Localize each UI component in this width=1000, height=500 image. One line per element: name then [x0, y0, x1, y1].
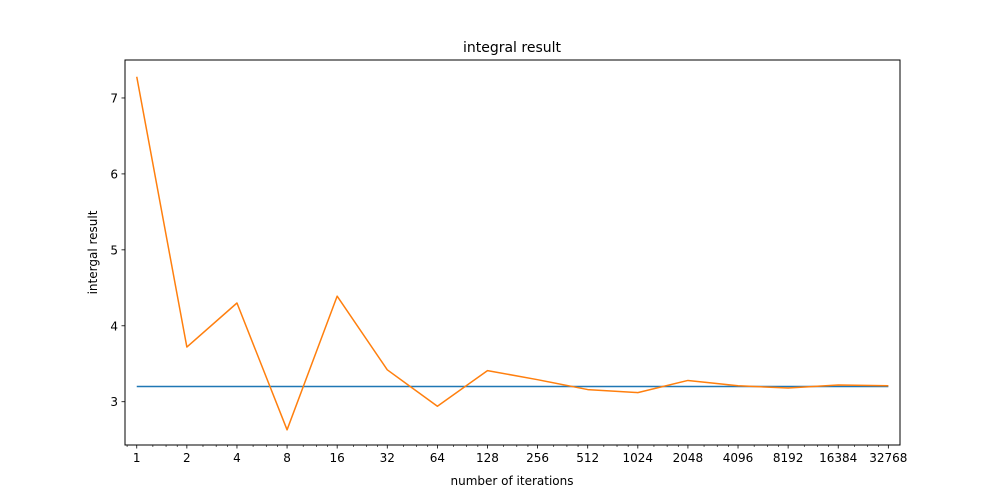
x-tick-label: 512: [576, 451, 599, 465]
x-tick-label: 1024: [623, 451, 654, 465]
x-tick-label: 64: [430, 451, 445, 465]
x-tick-label: 16: [330, 451, 345, 465]
x-tick-label: 16384: [819, 451, 857, 465]
x-tick-label: 128: [476, 451, 499, 465]
x-axis: 1 2 4 8 16 32 64 128 256 512 1024 2048 4096 8192 16384…: [126, 445, 907, 465]
x-tick-label: 8192: [773, 451, 804, 465]
x-tick-label: 8: [283, 451, 291, 465]
x-tick-label: 2: [183, 451, 191, 465]
x-tick-label: 4: [233, 451, 241, 465]
series-line-2: [136, 76, 889, 431]
y-tick-label: 5: [110, 243, 118, 257]
x-tick-label: 4096: [723, 451, 754, 465]
x-axis-label: number of iterations: [451, 474, 574, 488]
y-tick-label: 6: [110, 167, 118, 181]
chart-title: integral result: [463, 40, 562, 56]
series-layer: [136, 76, 889, 431]
y-tick-label: 3: [110, 395, 118, 409]
y-tick-label: 7: [110, 91, 118, 105]
x-tick-label: 32768: [869, 451, 907, 465]
y-tick-label: 4: [110, 319, 118, 333]
y-axis-label: intergal result: [86, 210, 100, 294]
y-axis: 3 4 5 6 7: [110, 91, 125, 409]
x-tick-label: 1: [133, 451, 141, 465]
x-tick-label: 32: [380, 451, 395, 465]
x-tick-label: 256: [526, 451, 549, 465]
x-tick-label: 2048: [673, 451, 704, 465]
plot-frame: [124, 59, 901, 446]
